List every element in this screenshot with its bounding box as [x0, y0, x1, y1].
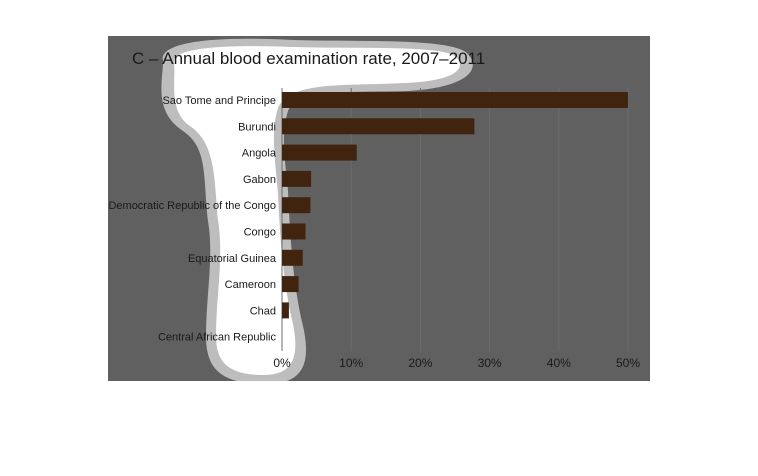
x-tick-labels: 0% 10% 20% 30% 40% 50% — [273, 356, 640, 370]
category-label: Equatorial Guinea — [188, 253, 277, 265]
bar — [282, 144, 357, 161]
x-tick-label: 20% — [408, 356, 432, 370]
bar — [282, 197, 311, 214]
category-label: Sao Tome and Principe — [162, 95, 276, 107]
x-tick-label: 10% — [339, 356, 363, 370]
category-label: Democratic Republic of the Congo — [108, 200, 276, 212]
bar — [282, 118, 475, 135]
bar — [282, 276, 299, 293]
x-tick-label: 50% — [616, 356, 640, 370]
x-tick-label: 0% — [273, 356, 291, 370]
category-label: Angola — [242, 148, 277, 160]
highlight-shape — [161, 38, 473, 381]
bar — [282, 170, 312, 187]
bars — [282, 92, 628, 319]
bar — [282, 223, 306, 240]
chart-title: C – Annual blood examination rate, 2007–… — [132, 49, 486, 68]
category-label: Congo — [244, 227, 276, 239]
category-label: Gabon — [243, 174, 276, 186]
bar-chart: Sao Tome and Principe Burundi Angola Gabon D… — [108, 88, 640, 370]
bar — [282, 302, 289, 319]
x-tick-label: 30% — [478, 356, 502, 370]
category-label: Chad — [250, 305, 276, 317]
x-tick-label: 40% — [547, 356, 571, 370]
category-label: Burundi — [238, 121, 276, 133]
category-labels: Sao Tome and Principe Burundi Angola Gabon D… — [108, 95, 276, 344]
chart-panel: C – Annual blood examination rate, 2007–… — [108, 36, 650, 381]
bar — [282, 249, 303, 266]
category-label: Central African Republic — [158, 332, 277, 344]
category-label: Cameroon — [225, 279, 276, 291]
bar — [282, 92, 628, 108]
